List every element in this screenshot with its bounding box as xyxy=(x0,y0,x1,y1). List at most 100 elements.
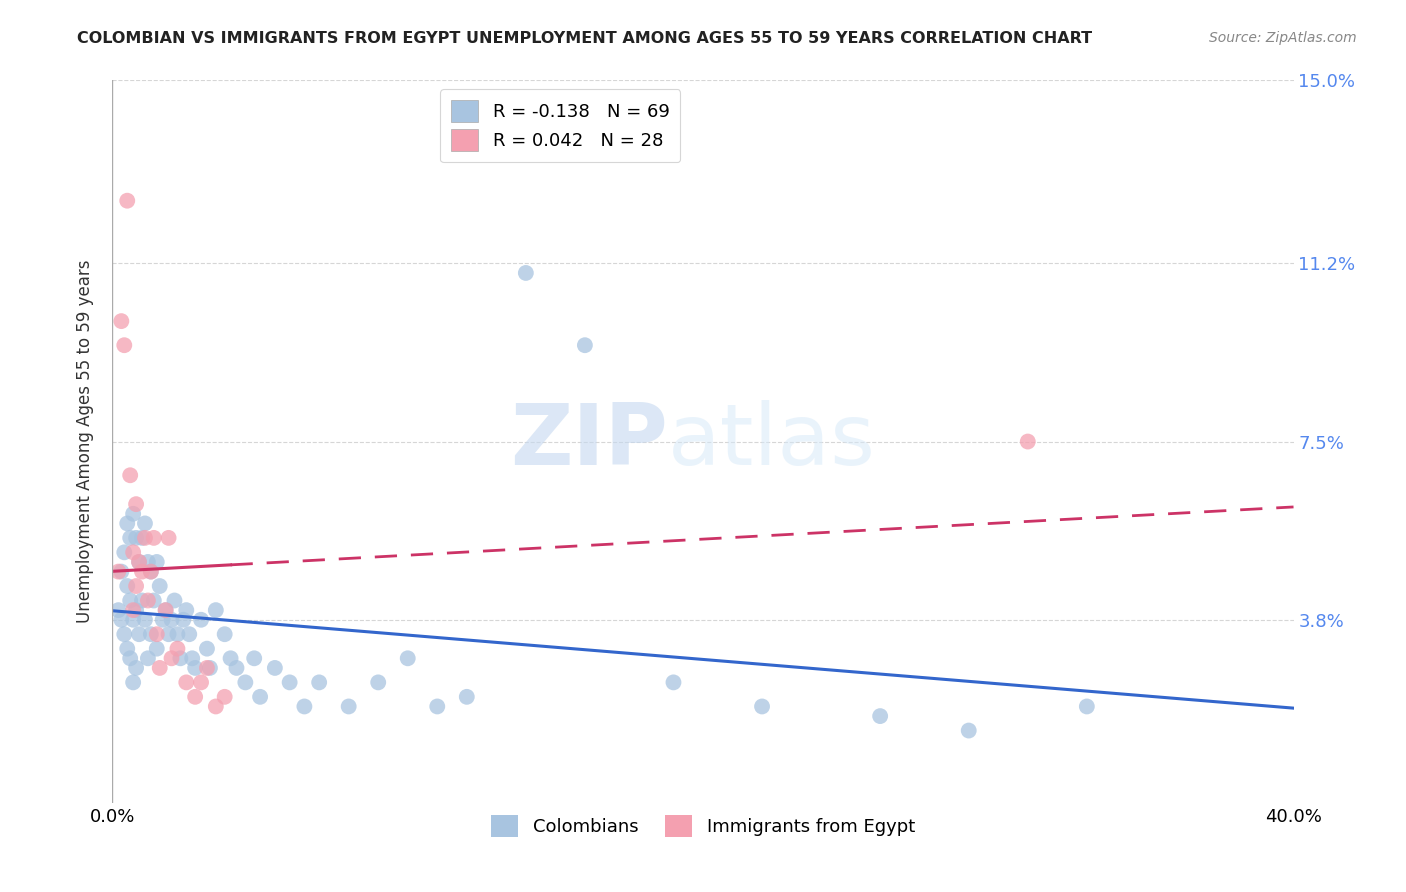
Point xyxy=(179,627,201,641)
Point xyxy=(125,579,148,593)
Point xyxy=(136,651,159,665)
Point xyxy=(184,661,207,675)
Point xyxy=(117,641,138,656)
Point xyxy=(195,641,218,656)
Point xyxy=(264,661,287,675)
Point xyxy=(190,675,212,690)
Point xyxy=(190,613,212,627)
Point xyxy=(107,603,129,617)
Point xyxy=(128,555,150,569)
Point xyxy=(337,699,360,714)
Point xyxy=(219,651,242,665)
Point xyxy=(152,613,174,627)
Point xyxy=(139,627,162,641)
Point xyxy=(131,531,153,545)
Point xyxy=(146,641,169,656)
Point xyxy=(160,651,183,665)
Point xyxy=(205,603,228,617)
Point xyxy=(112,338,135,352)
Point xyxy=(120,531,142,545)
Point xyxy=(125,661,148,675)
Point xyxy=(122,613,145,627)
Point xyxy=(456,690,478,704)
Point xyxy=(146,627,169,641)
Point xyxy=(166,641,188,656)
Text: Source: ZipAtlas.com: Source: ZipAtlas.com xyxy=(1209,31,1357,45)
Point xyxy=(367,675,389,690)
Point xyxy=(243,651,266,665)
Point xyxy=(122,603,145,617)
Point xyxy=(112,627,135,641)
Point xyxy=(128,555,150,569)
Point xyxy=(136,593,159,607)
Point xyxy=(308,675,330,690)
Point xyxy=(134,531,156,545)
Point xyxy=(142,593,165,607)
Point xyxy=(117,516,138,531)
Point xyxy=(195,661,218,675)
Text: atlas: atlas xyxy=(668,400,876,483)
Point xyxy=(869,709,891,723)
Legend: Colombians, Immigrants from Egypt: Colombians, Immigrants from Egypt xyxy=(484,808,922,845)
Point xyxy=(117,194,138,208)
Point xyxy=(1076,699,1098,714)
Point xyxy=(205,699,228,714)
Point xyxy=(131,565,153,579)
Point xyxy=(120,593,142,607)
Point xyxy=(146,555,169,569)
Point xyxy=(233,675,256,690)
Point xyxy=(122,675,145,690)
Point xyxy=(1017,434,1039,449)
Point xyxy=(125,603,148,617)
Point xyxy=(574,338,596,352)
Point xyxy=(110,565,132,579)
Point xyxy=(214,690,236,704)
Point xyxy=(292,699,315,714)
Point xyxy=(125,531,148,545)
Point xyxy=(125,497,148,511)
Point xyxy=(426,699,449,714)
Point xyxy=(662,675,685,690)
Point xyxy=(278,675,301,690)
Point xyxy=(110,613,132,627)
Point xyxy=(160,613,183,627)
Point xyxy=(112,545,135,559)
Point xyxy=(117,579,138,593)
Point xyxy=(110,314,132,328)
Point xyxy=(142,531,165,545)
Point xyxy=(157,627,180,641)
Point xyxy=(155,603,177,617)
Point xyxy=(134,613,156,627)
Point xyxy=(225,661,247,675)
Point xyxy=(181,651,204,665)
Point xyxy=(120,651,142,665)
Point xyxy=(172,613,194,627)
Text: ZIP: ZIP xyxy=(510,400,668,483)
Point xyxy=(122,507,145,521)
Point xyxy=(155,603,177,617)
Point xyxy=(515,266,537,280)
Y-axis label: Unemployment Among Ages 55 to 59 years: Unemployment Among Ages 55 to 59 years xyxy=(76,260,94,624)
Point xyxy=(157,531,180,545)
Point xyxy=(169,651,191,665)
Point xyxy=(136,555,159,569)
Point xyxy=(174,675,197,690)
Point xyxy=(128,627,150,641)
Point xyxy=(957,723,980,738)
Point xyxy=(149,579,172,593)
Point xyxy=(174,603,197,617)
Point xyxy=(163,593,186,607)
Text: COLOMBIAN VS IMMIGRANTS FROM EGYPT UNEMPLOYMENT AMONG AGES 55 TO 59 YEARS CORREL: COLOMBIAN VS IMMIGRANTS FROM EGYPT UNEMP… xyxy=(77,31,1092,46)
Point xyxy=(120,468,142,483)
Point xyxy=(149,661,172,675)
Point xyxy=(131,593,153,607)
Point xyxy=(107,565,129,579)
Point xyxy=(122,545,145,559)
Point xyxy=(396,651,419,665)
Point xyxy=(214,627,236,641)
Point xyxy=(166,627,188,641)
Point xyxy=(198,661,221,675)
Point xyxy=(751,699,773,714)
Point xyxy=(134,516,156,531)
Point xyxy=(249,690,271,704)
